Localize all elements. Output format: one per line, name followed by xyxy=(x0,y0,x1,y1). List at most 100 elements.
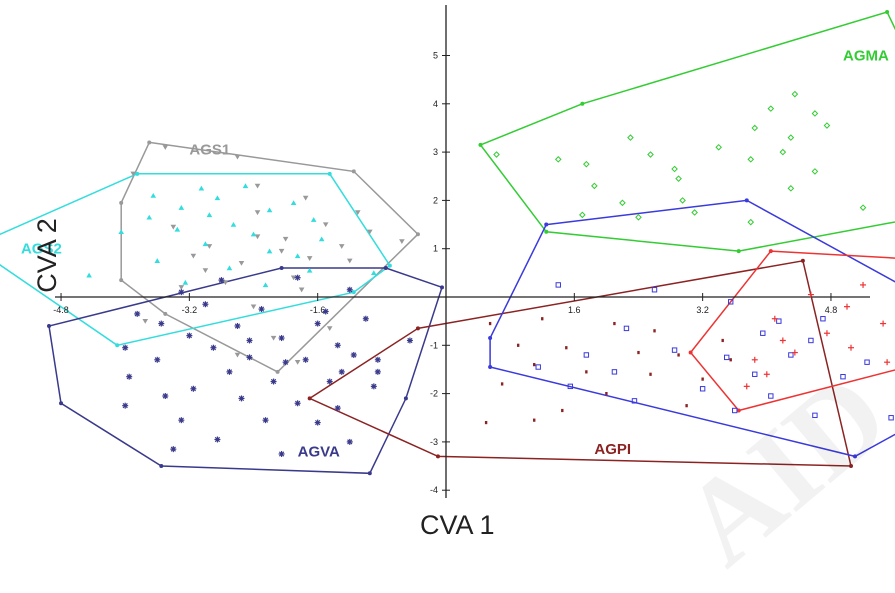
point-agpi xyxy=(501,382,503,385)
point-ags1 xyxy=(235,353,241,358)
y-tick-label: -1 xyxy=(430,340,438,350)
point-agva xyxy=(283,359,289,365)
point-agza xyxy=(752,357,758,363)
point-ags1 xyxy=(235,155,241,160)
x-tick-label: -1.6 xyxy=(310,305,326,315)
point-agva xyxy=(351,352,357,358)
point-agpi xyxy=(653,329,655,332)
hull-vertex-agva xyxy=(59,401,63,405)
point-ags1 xyxy=(299,288,305,293)
point-ags1 xyxy=(171,225,177,230)
point-ags1 xyxy=(283,237,289,242)
point-ags1 xyxy=(295,360,301,365)
point-agma xyxy=(812,111,817,116)
point-agma xyxy=(676,176,681,181)
point-agva xyxy=(347,287,353,293)
point-agva xyxy=(263,417,269,423)
hull-vertex-agza xyxy=(769,249,773,253)
point-agma xyxy=(812,169,817,174)
hull-vertex-agch xyxy=(853,454,857,458)
point-ags2 xyxy=(146,215,152,220)
hull-vertex-agch xyxy=(488,365,492,369)
point-agva xyxy=(279,451,285,457)
point-agva xyxy=(323,308,329,314)
point-agpi xyxy=(561,409,563,412)
point-agma xyxy=(584,162,589,167)
point-agch xyxy=(753,372,757,376)
x-tick-label: 3.2 xyxy=(696,305,709,315)
point-ags2 xyxy=(267,207,273,212)
point-agza xyxy=(848,345,854,351)
point-ags2 xyxy=(231,222,237,227)
point-agch xyxy=(700,387,704,391)
hull-vertex-agza xyxy=(689,351,693,355)
point-ags1 xyxy=(239,261,245,266)
point-agva xyxy=(170,446,176,452)
point-agma xyxy=(592,183,597,188)
hull-vertex-ags1 xyxy=(147,140,151,144)
point-ags2 xyxy=(86,273,92,278)
point-ags2 xyxy=(199,186,205,191)
point-ags1 xyxy=(142,319,148,324)
point-ags2 xyxy=(183,280,189,285)
hull-vertex-ags1 xyxy=(276,370,280,374)
point-agma xyxy=(860,205,865,210)
label-ags1: AGS1 xyxy=(189,142,230,159)
point-agpi xyxy=(701,378,703,381)
point-agpi xyxy=(517,344,519,347)
point-agva xyxy=(315,321,321,327)
point-ags2 xyxy=(311,217,317,222)
point-agma xyxy=(768,106,773,111)
point-agma xyxy=(748,220,753,225)
point-agva xyxy=(178,417,184,423)
point-agpi xyxy=(721,339,723,342)
y-tick-label: 4 xyxy=(433,99,438,109)
point-ags2 xyxy=(291,200,297,205)
x-tick-label: 4.8 xyxy=(825,305,838,315)
point-agpi xyxy=(541,317,543,320)
point-ags2 xyxy=(251,232,257,237)
hull-ags1 xyxy=(121,142,418,372)
point-agza xyxy=(880,321,886,327)
point-agch xyxy=(556,283,560,287)
y-tick-label: -4 xyxy=(430,485,438,495)
hull-vertex-agpi xyxy=(801,259,805,263)
hull-vertex-ags1 xyxy=(416,232,420,236)
point-agva xyxy=(279,335,285,341)
point-agch xyxy=(624,326,628,330)
point-agva xyxy=(327,379,333,385)
hull-vertex-agch xyxy=(544,223,548,227)
point-agch xyxy=(841,374,845,378)
hull-vertex-agch xyxy=(745,198,749,202)
point-agva xyxy=(190,386,196,392)
hull-vertex-ags2 xyxy=(135,172,139,176)
hull-vertex-agva xyxy=(280,266,284,270)
point-agva xyxy=(126,374,132,380)
hull-vertex-agpi xyxy=(308,396,312,400)
label-agpi: AGPI xyxy=(594,441,631,458)
point-agva xyxy=(122,345,128,351)
label-agma: AGMA xyxy=(843,47,889,64)
y-tick-label: 1 xyxy=(433,244,438,254)
point-agza xyxy=(860,282,866,288)
point-agma xyxy=(628,135,633,140)
point-agch xyxy=(809,338,813,342)
x-tick-label: 1.6 xyxy=(568,305,581,315)
hull-vertex-agpi xyxy=(849,464,853,468)
point-agza xyxy=(764,371,770,377)
hull-vertex-agma xyxy=(580,102,584,106)
point-ags1 xyxy=(271,336,277,341)
point-agch xyxy=(769,394,773,398)
point-agpi xyxy=(585,370,587,373)
hull-vertex-ags1 xyxy=(352,169,356,173)
point-agch xyxy=(584,353,588,357)
hull-agva xyxy=(49,268,442,473)
hull-vertex-agva xyxy=(384,266,388,270)
point-agva xyxy=(226,369,232,375)
point-ags1 xyxy=(203,268,209,273)
point-agch xyxy=(789,353,793,357)
point-agva xyxy=(295,275,301,281)
axes: -4.8-3.2-1.61.63.24.86.454321-1-2-3-4 xyxy=(53,5,895,498)
point-ags2 xyxy=(215,195,221,200)
point-agpi xyxy=(685,404,687,407)
